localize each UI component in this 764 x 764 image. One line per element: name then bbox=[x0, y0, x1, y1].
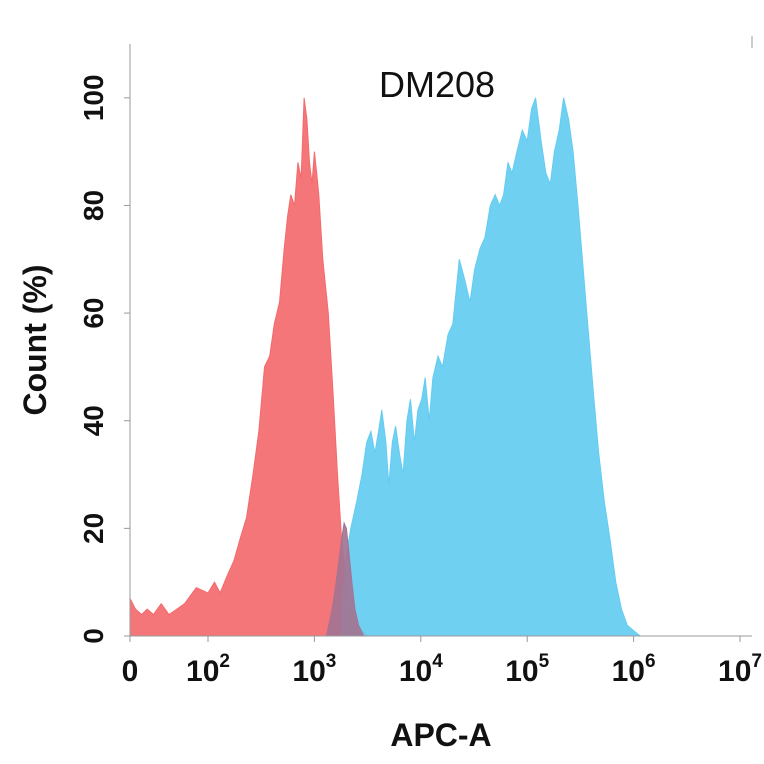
y-tick-label: 100 bbox=[78, 74, 109, 121]
x-axis-label: APC-A bbox=[390, 717, 491, 753]
y-axis-label: Count (%) bbox=[17, 264, 53, 415]
y-tick-label: 60 bbox=[78, 298, 109, 329]
x-tick-label: 106 bbox=[612, 651, 656, 688]
x-tick-label: 104 bbox=[399, 651, 443, 688]
x-tick-base: 10 bbox=[612, 655, 645, 688]
x-tick-exponent: 7 bbox=[751, 651, 762, 672]
x-tick-base: 10 bbox=[505, 655, 538, 688]
series-area-3 bbox=[325, 521, 365, 637]
y-tick-label: 20 bbox=[78, 513, 109, 544]
x-tick-base: 10 bbox=[399, 655, 432, 688]
x-tick-label: 0 bbox=[122, 655, 139, 688]
x-tick-exponent: 3 bbox=[326, 651, 337, 672]
series-area-1 bbox=[129, 97, 370, 637]
y-tick-label: 40 bbox=[78, 405, 109, 436]
x-tick-base: 0 bbox=[122, 655, 139, 688]
x-tick-label: 105 bbox=[505, 651, 549, 688]
x-tick-exponent: 6 bbox=[645, 651, 656, 672]
x-tick-exponent: 5 bbox=[539, 651, 550, 672]
x-tick-base: 10 bbox=[186, 655, 219, 688]
x-tick-label: 103 bbox=[292, 651, 336, 688]
x-tick-label: 102 bbox=[186, 651, 230, 688]
y-tick-label: 0 bbox=[78, 628, 109, 644]
x-tick-exponent: 4 bbox=[432, 651, 443, 672]
series-layer bbox=[129, 97, 642, 637]
y-tick-label: 80 bbox=[78, 190, 109, 221]
series-area-2 bbox=[341, 97, 642, 637]
x-tick-base: 10 bbox=[718, 655, 751, 688]
chart-title: DM208 bbox=[379, 64, 495, 105]
x-tick-label: 107 bbox=[718, 651, 762, 688]
x-tick-base: 10 bbox=[292, 655, 325, 688]
x-tick-exponent: 2 bbox=[219, 651, 230, 672]
